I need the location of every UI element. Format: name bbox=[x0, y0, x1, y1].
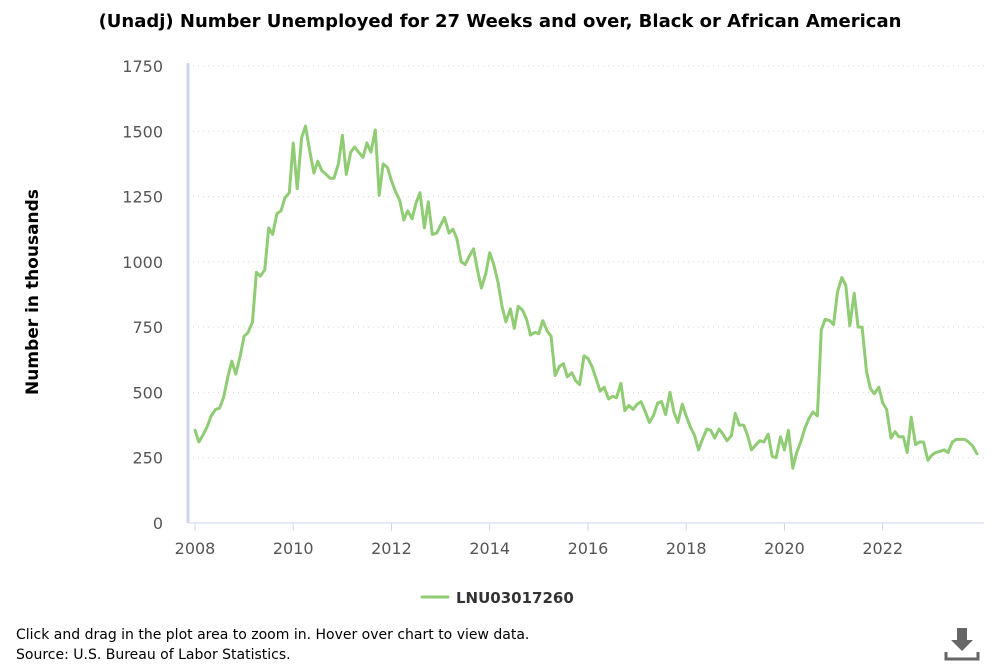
legend[interactable]: LNU03017260 bbox=[420, 589, 574, 607]
x-tick-label: 2008 bbox=[175, 539, 216, 558]
zoom-hint-text: Click and drag in the plot area to zoom … bbox=[16, 627, 530, 643]
y-tick-label: 750 bbox=[132, 318, 163, 337]
y-axis-ticks: 0 250 500 750 1000 1250 1500 1750 bbox=[122, 57, 163, 533]
series-line[interactable] bbox=[193, 124, 979, 470]
series-group[interactable] bbox=[193, 124, 979, 470]
chart-title: (Unadj) Number Unemployed for 27 Weeks a… bbox=[99, 11, 902, 32]
y-tick-label: 1000 bbox=[122, 253, 163, 272]
x-tick-label: 2022 bbox=[862, 539, 903, 558]
download-icon bbox=[944, 628, 980, 661]
source-text: Source: U.S. Bureau of Labor Statistics. bbox=[16, 647, 291, 663]
x-tick-label: 2014 bbox=[469, 539, 510, 558]
x-axis-ticks: 2008 2010 2012 2014 2016 2018 2020 2022 bbox=[175, 523, 903, 558]
x-tick-label: 2020 bbox=[764, 539, 805, 558]
y-axis-label: Number in thousands bbox=[23, 189, 43, 395]
y-tick-label: 1500 bbox=[122, 122, 163, 141]
y-tick-label: 0 bbox=[153, 514, 163, 533]
gridlines bbox=[188, 65, 984, 459]
x-tick-label: 2018 bbox=[666, 539, 707, 558]
x-tick-label: 2010 bbox=[273, 539, 314, 558]
download-button[interactable] bbox=[942, 624, 982, 664]
x-tick-label: 2012 bbox=[371, 539, 412, 558]
x-tick-label: 2016 bbox=[568, 539, 609, 558]
y-tick-label: 1250 bbox=[122, 188, 163, 207]
y-tick-label: 1750 bbox=[122, 57, 163, 76]
y-tick-label: 250 bbox=[132, 449, 163, 468]
legend-label[interactable]: LNU03017260 bbox=[456, 589, 574, 607]
y-tick-label: 500 bbox=[132, 383, 163, 402]
